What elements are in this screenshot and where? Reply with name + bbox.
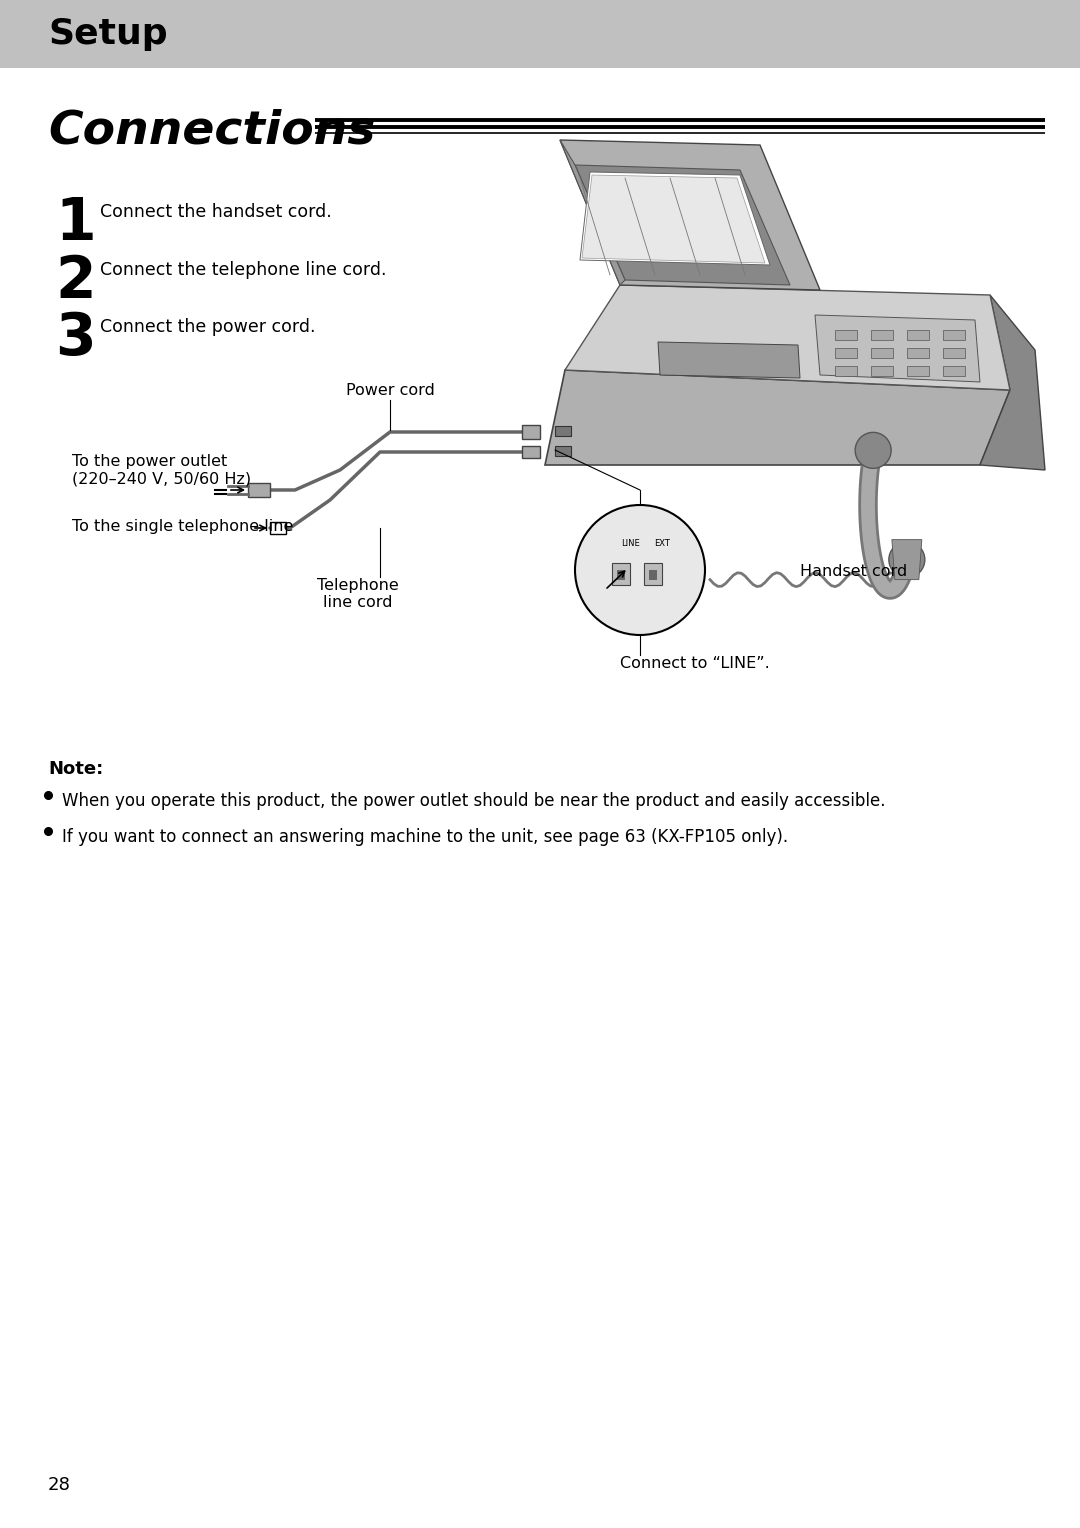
Text: When you operate this product, the power outlet should be near the product and e: When you operate this product, the power…	[62, 792, 886, 810]
Text: LINE: LINE	[621, 539, 639, 549]
Text: If you want to connect an answering machine to the unit, see page 63 (KX-FP105 o: If you want to connect an answering mach…	[62, 828, 788, 847]
Text: Setup: Setup	[48, 17, 167, 50]
Bar	[870, 330, 893, 341]
Bar	[522, 446, 540, 458]
Bar	[555, 446, 571, 455]
Polygon shape	[565, 286, 1010, 390]
Text: Connect the power cord.: Connect the power cord.	[100, 318, 315, 336]
Text: Connect the telephone line cord.: Connect the telephone line cord.	[100, 261, 387, 280]
Text: 3: 3	[55, 310, 96, 367]
Bar	[248, 483, 270, 497]
Polygon shape	[892, 539, 922, 579]
Bar	[612, 562, 630, 585]
Bar	[835, 367, 858, 376]
Text: Connect to “LINE”.: Connect to “LINE”.	[620, 656, 770, 671]
Bar	[0, 0, 1080, 69]
Bar	[522, 425, 540, 439]
Bar	[907, 367, 929, 376]
Circle shape	[855, 432, 891, 469]
Bar	[835, 348, 858, 358]
Bar	[270, 523, 286, 533]
Text: Connect the handset cord.: Connect the handset cord.	[100, 203, 332, 222]
Bar	[649, 570, 657, 581]
Bar	[943, 367, 966, 376]
Text: Note:: Note:	[48, 759, 104, 778]
Bar	[617, 570, 625, 581]
Bar	[943, 330, 966, 341]
Polygon shape	[582, 176, 765, 263]
Circle shape	[575, 504, 705, 636]
Polygon shape	[580, 173, 770, 264]
Text: 1: 1	[55, 196, 96, 252]
Bar	[644, 562, 662, 585]
Bar	[907, 330, 929, 341]
Text: Handset cord: Handset cord	[800, 564, 907, 579]
Polygon shape	[575, 165, 789, 286]
Circle shape	[889, 541, 924, 578]
Text: Telephone
line cord: Telephone line cord	[318, 578, 399, 610]
Bar	[555, 426, 571, 435]
Text: To the single telephone line: To the single telephone line	[72, 518, 294, 533]
Bar	[870, 367, 893, 376]
Bar	[943, 348, 966, 358]
Polygon shape	[545, 370, 1010, 465]
Bar	[907, 348, 929, 358]
Text: EXT: EXT	[654, 539, 670, 549]
Text: 28: 28	[48, 1476, 71, 1494]
Text: To the power outlet
(220–240 V, 50/60 Hz): To the power outlet (220–240 V, 50/60 Hz…	[72, 454, 252, 486]
Text: Power cord: Power cord	[346, 384, 434, 397]
Text: Connections: Connections	[48, 108, 376, 153]
Polygon shape	[561, 141, 625, 286]
Polygon shape	[561, 141, 820, 290]
Polygon shape	[658, 342, 800, 377]
Polygon shape	[980, 295, 1045, 471]
Text: 2: 2	[55, 254, 96, 310]
Bar	[870, 348, 893, 358]
Polygon shape	[815, 315, 980, 382]
Bar	[835, 330, 858, 341]
